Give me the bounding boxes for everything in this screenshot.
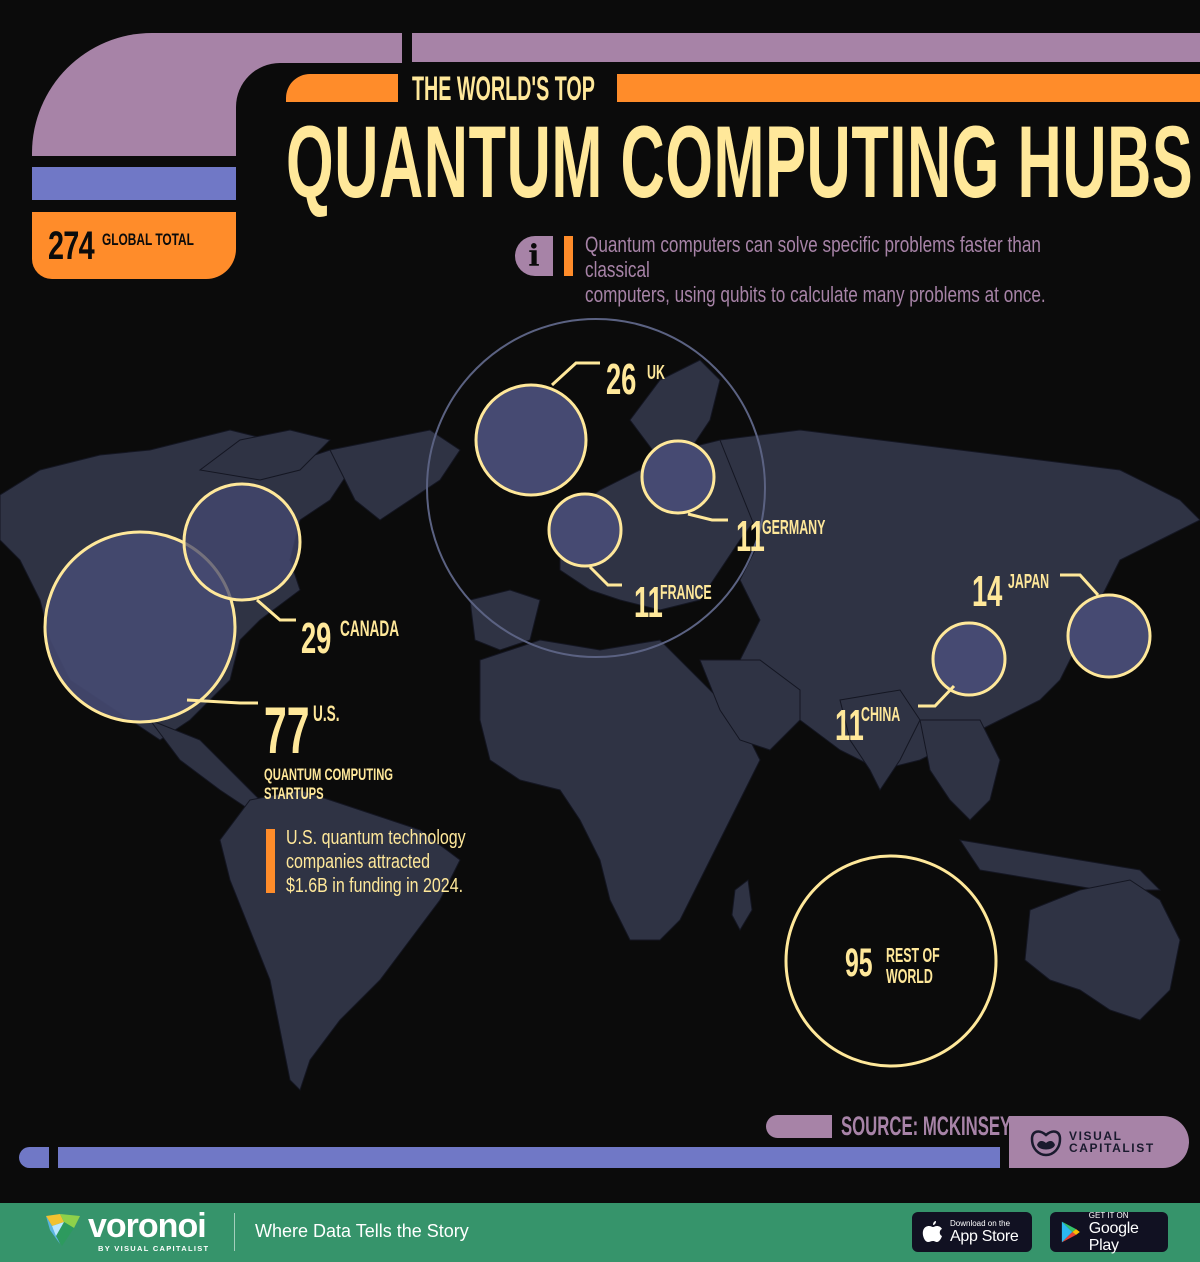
google-play-big-text: Google Play: [1088, 1219, 1139, 1254]
us-label: U.S.: [313, 701, 340, 726]
source-pill: [766, 1115, 832, 1138]
google-play-icon: [1061, 1221, 1080, 1243]
header-bar-blue: [32, 167, 236, 200]
japan-value: 14: [972, 567, 1003, 616]
china-label: CHINA: [861, 704, 901, 726]
france-label: FRANCE: [660, 582, 712, 604]
japan-label: JAPAN: [1008, 571, 1050, 593]
global-total-badge: 274 GLOBAL TOTAL: [32, 212, 236, 279]
footer-tagline: Where Data Tells the Story: [255, 1221, 469, 1241]
bottom-bar-blue: [58, 1147, 1000, 1168]
france-value: 11: [634, 578, 663, 627]
google-play-small-text: GET IT ON: [1088, 1210, 1129, 1220]
voronoi-wordmark: voronoi: [88, 1207, 207, 1245]
bubble-france: [547, 492, 623, 568]
bubble-germany: [640, 439, 716, 515]
footer-divider: [234, 1213, 235, 1251]
info-icon: i: [515, 236, 553, 276]
visual-capitalist-wordmark: VISUAL CAPITALIST: [1069, 1129, 1155, 1155]
canada-label: CANADA: [340, 616, 400, 641]
voronoi-logo-icon[interactable]: [44, 1212, 82, 1248]
google-play-button[interactable]: GET IT ON Google Play: [1050, 1210, 1168, 1254]
page-title: QUANTUM COMPUTING HUBS: [286, 105, 1194, 219]
us-sublabel: QUANTUM COMPUTING STARTUPS: [264, 765, 394, 803]
visual-capitalist-logo-icon: [1030, 1130, 1062, 1157]
us-value: 77: [264, 693, 310, 767]
global-total-label: GLOBAL TOTAL: [102, 230, 194, 249]
info-description: Quantum computers can solve specific pro…: [585, 232, 1046, 307]
bubble-uk: [474, 383, 588, 497]
us-note-accent-bar: [266, 829, 275, 893]
source-label: SOURCE: MCKINSEY: [841, 1111, 1012, 1141]
bottom-bar-cap: [19, 1147, 49, 1168]
visual-capitalist-badge[interactable]: VISUAL CAPITALIST: [1009, 1116, 1189, 1168]
app-store-button[interactable]: Download on the App Store: [912, 1212, 1032, 1252]
germany-label: GERMANY: [762, 517, 826, 539]
voronoi-footer: voronoi BY VISUAL CAPITALIST Where Data …: [0, 1203, 1200, 1262]
apple-icon: [922, 1221, 942, 1242]
subtitle-bar-left: [286, 74, 398, 102]
rest-of-world-label: REST OF WORLD: [886, 945, 940, 988]
uk-value: 26: [606, 355, 637, 404]
app-store-big-text: App Store: [950, 1228, 1019, 1245]
info-accent-bar: [564, 236, 573, 276]
rest-of-world-value: 95: [845, 941, 873, 985]
bubble-china: [931, 621, 1007, 697]
land-masses: [0, 359, 1200, 1091]
leader-lines: [186, 361, 1100, 708]
voronoi-byline: BY VISUAL CAPITALIST: [98, 1244, 210, 1253]
bubble-rest-of-world: [784, 854, 998, 1068]
bubble-japan: [1066, 593, 1152, 679]
bubble-canada: [182, 482, 302, 602]
europe-zoom-ring: [426, 318, 766, 658]
page-subtitle: THE WORLD'S TOP: [412, 70, 595, 108]
app-store-small-text: Download on the: [950, 1219, 1011, 1228]
us-funding-note: U.S. quantum technology companies attrac…: [286, 827, 466, 897]
header-bar-lilac: [412, 33, 1200, 62]
china-value: 11: [835, 701, 864, 750]
hub-bubbles: [43, 383, 1152, 1068]
uk-label: UK: [647, 362, 665, 384]
bubble-us: [43, 530, 237, 724]
canada-value: 29: [301, 614, 332, 663]
subtitle-bar-right: [617, 74, 1200, 102]
world-map: [0, 318, 1200, 1091]
germany-value: 11: [736, 512, 765, 561]
global-total-value: 274: [48, 224, 95, 268]
